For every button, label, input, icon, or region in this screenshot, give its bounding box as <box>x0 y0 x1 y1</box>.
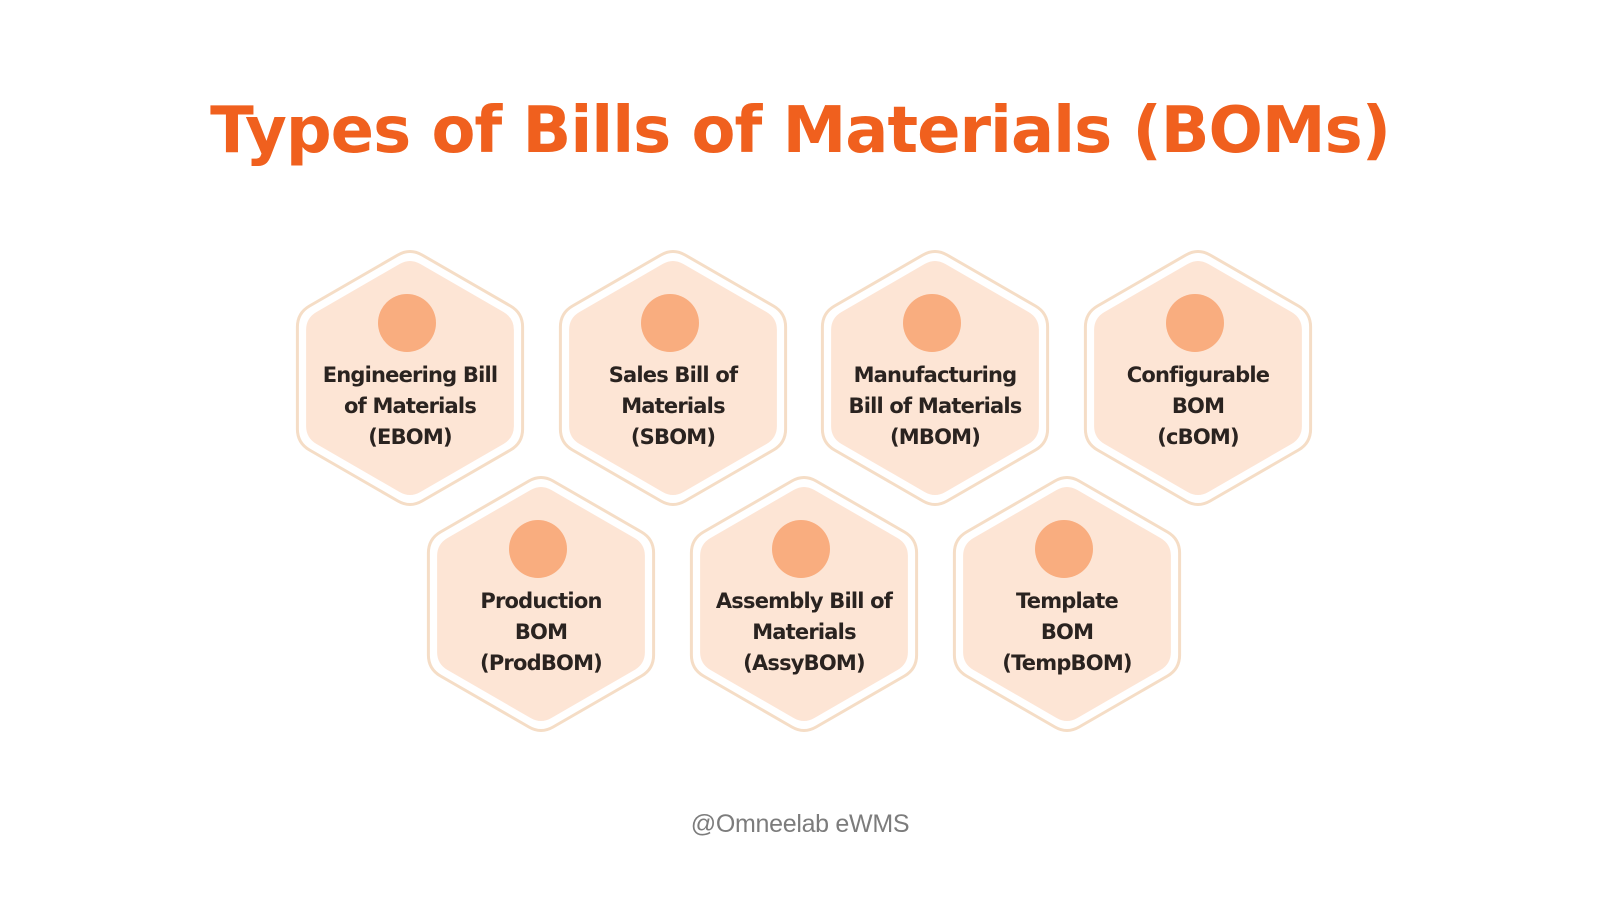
footer-credit: @Omneelab eWMS <box>690 810 910 838</box>
hexagon-label: Engineering Bill of Materials (EBOM) <box>315 360 505 453</box>
hexagon-label-line: Sales Bill of <box>608 363 738 387</box>
hexagon-label-line: (SBOM) <box>630 425 716 449</box>
hexagon-label-line: Template <box>1016 589 1119 613</box>
hexagon-fill <box>306 261 514 495</box>
hexagon-fill <box>700 487 908 721</box>
hexagon-label-line: Engineering Bill <box>322 363 498 387</box>
hexagon-fill <box>831 261 1039 495</box>
hexagon-label-line: (AssyBOM) <box>743 651 866 675</box>
bom-hexagon <box>952 476 1182 732</box>
page-title: Types of Bills of Materials (BOMs) <box>210 94 1391 168</box>
hexagon-label: Production BOM (ProdBOM) <box>446 586 636 679</box>
hexagon-label-line: Configurable <box>1126 363 1270 387</box>
hexagon-label-line: Bill of Materials <box>848 394 1023 418</box>
hexagon-label-line: (TempBOM) <box>1002 651 1132 675</box>
hexagon-dot-icon <box>1035 520 1093 578</box>
hexagon-label-line: Materials <box>621 394 725 418</box>
hexagon-label-line: (cBOM) <box>1157 425 1239 449</box>
hexagon-dot-icon <box>903 294 961 352</box>
hexagon-label-line: BOM <box>1171 394 1225 418</box>
bom-hexagon <box>295 250 525 506</box>
hexagon-label-line: Materials <box>752 620 856 644</box>
hexagon-fill <box>437 487 645 721</box>
hexagon-label-line: Assembly Bill of <box>715 589 893 613</box>
hexagon-fill <box>963 487 1171 721</box>
hexagon-dot-icon <box>772 520 830 578</box>
bom-hexagon <box>689 476 919 732</box>
hexagon-label-line: (MBOM) <box>889 425 981 449</box>
hexagon-dot-icon <box>378 294 436 352</box>
hexagon-label: Manufacturing Bill of Materials (MBOM) <box>840 360 1030 453</box>
hexagon-label: Sales Bill of Materials (SBOM) <box>578 360 768 453</box>
hexagon-label: Configurable BOM (cBOM) <box>1103 360 1293 453</box>
hexagon-label-line: BOM <box>514 620 568 644</box>
hexagon-label-line: BOM <box>1040 620 1094 644</box>
hexagon-label-line: Production <box>480 589 602 613</box>
bom-hexagon <box>558 250 788 506</box>
hexagon-label: Assembly Bill of Materials (AssyBOM) <box>709 586 899 679</box>
hexagon-dot-icon <box>509 520 567 578</box>
hexagon-fill <box>1094 261 1302 495</box>
bom-hexagon <box>820 250 1050 506</box>
hexagon-dot-icon <box>641 294 699 352</box>
hexagon-label: Template BOM (TempBOM) <box>972 586 1162 679</box>
bom-hexagon <box>1083 250 1313 506</box>
hexagon-label-line: (ProdBOM) <box>480 651 603 675</box>
hexagon-label-line: Manufacturing <box>853 363 1018 387</box>
hexagon-dot-icon <box>1166 294 1224 352</box>
hexagon-label-line: of Materials <box>343 394 477 418</box>
hexagon-label-line: (EBOM) <box>368 425 452 449</box>
bom-hexagon <box>426 476 656 732</box>
hexagon-fill <box>569 261 777 495</box>
